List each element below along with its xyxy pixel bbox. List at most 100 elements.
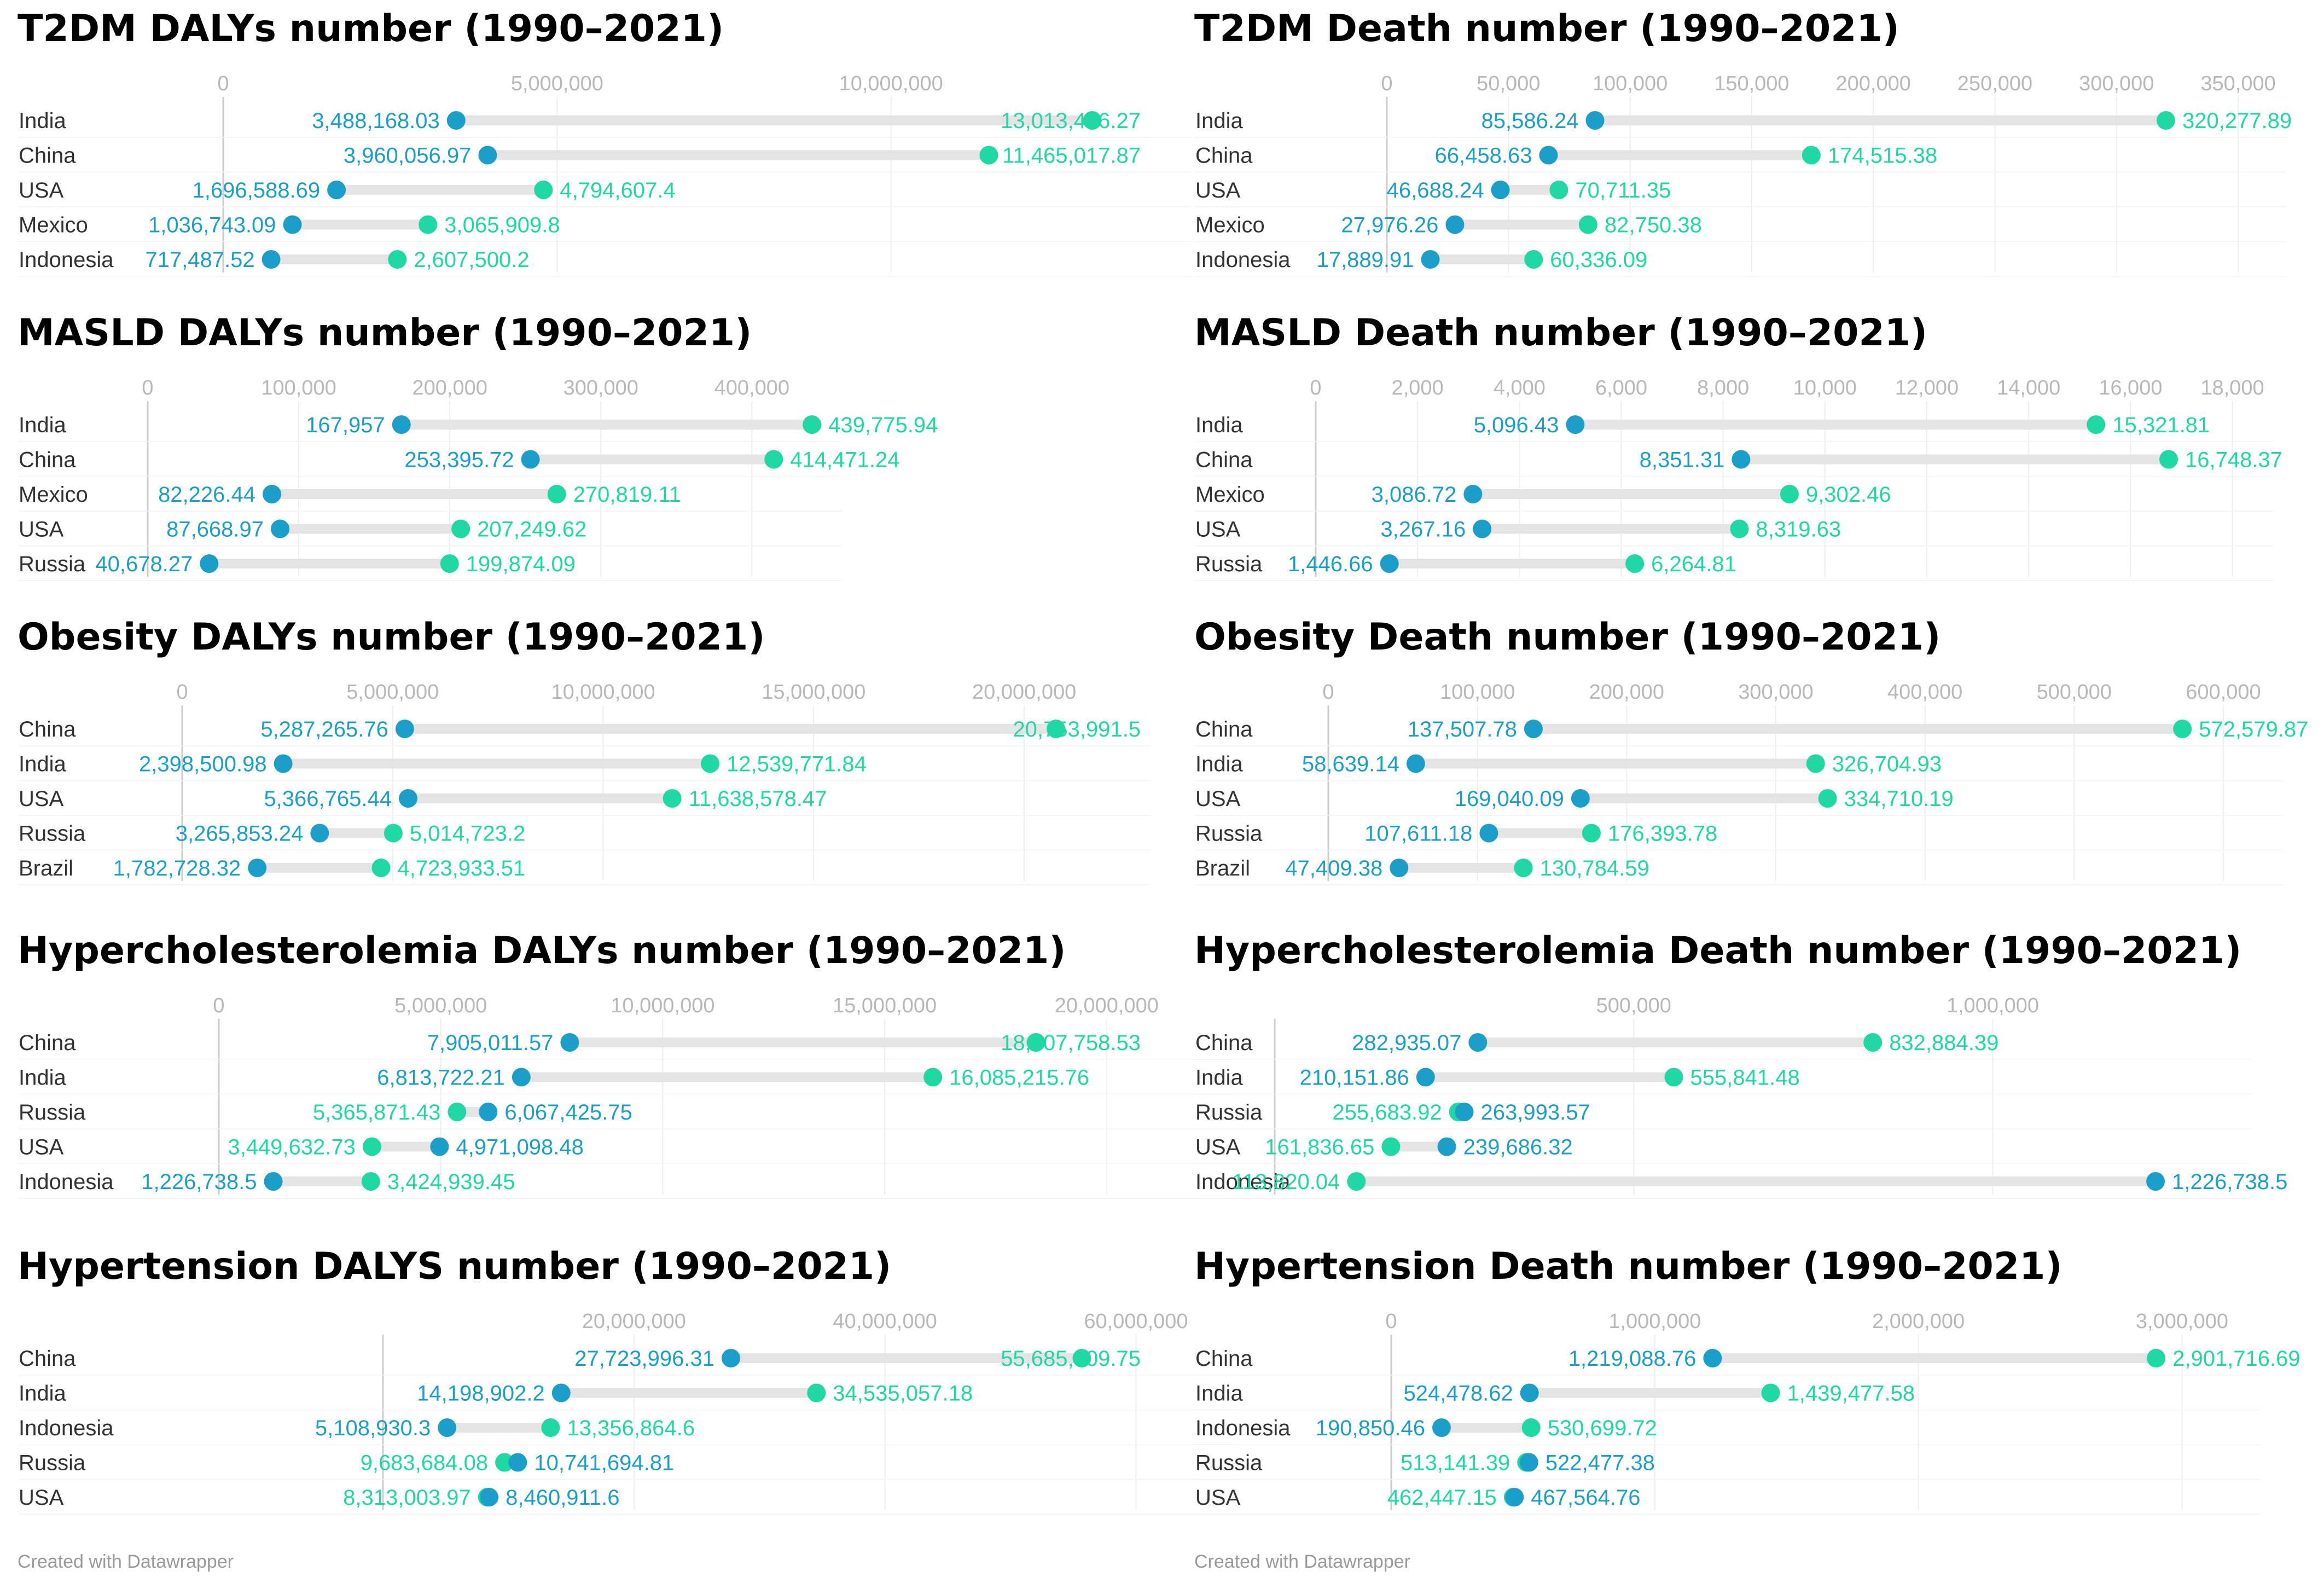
country-label: USA: [1195, 178, 1241, 202]
value-label: 467,564.76: [1531, 1486, 1640, 1510]
country-label: Russia: [1195, 822, 1263, 846]
range-bar: [1575, 420, 2096, 430]
value-label: 5,365,871.43: [313, 1100, 441, 1125]
x-tick-label: 5,000,000: [346, 681, 439, 704]
range-bar: [336, 185, 544, 195]
value-label: 87,668.97: [166, 518, 264, 542]
value-label: 282,935.07: [1352, 1031, 1461, 1055]
value-label: 555,841.48: [1690, 1066, 1800, 1090]
x-tick-label: 200,000: [1836, 72, 1911, 95]
dot-1990: [512, 1068, 531, 1087]
dot-2021: [451, 519, 470, 538]
country-label: China: [19, 144, 76, 168]
range-bar: [1595, 115, 2166, 125]
dot-2021: [1818, 789, 1837, 808]
x-tick-label: 14,000: [1997, 376, 2060, 399]
country-label: India: [1195, 752, 1243, 776]
range-bar: [456, 115, 1093, 125]
range-bar: [404, 724, 1056, 734]
value-label: 5,366,765.44: [264, 787, 392, 811]
x-tick-label: 0: [142, 376, 153, 399]
country-label: India: [1195, 1066, 1243, 1090]
dot-2021: [2087, 415, 2106, 434]
dot-1990: [1390, 859, 1409, 877]
x-tick-label: 60,000,000: [1084, 1310, 1188, 1333]
value-label: 130,784.59: [1540, 856, 1649, 880]
chart-panel: Hypercholesterolemia Death number (1990–…: [1194, 929, 2287, 1199]
country-label: USA: [19, 1486, 64, 1510]
x-tick-label: 300,000: [2079, 72, 2154, 95]
country-label: China: [19, 448, 76, 472]
country-label: Russia: [1195, 1100, 1263, 1125]
x-tick-label: 150,000: [1714, 72, 1789, 95]
range-bar: [1415, 758, 1816, 769]
dot-2021: [764, 450, 783, 469]
value-label: 3,960,056.97: [344, 144, 472, 168]
value-label: 82,750.38: [1605, 213, 1702, 237]
country-label: India: [19, 1066, 66, 1090]
x-tick-label: 400,000: [1887, 681, 1962, 704]
dot-1990: [1566, 415, 1585, 434]
range-bar: [1399, 863, 1524, 873]
chart-title: T2DM Death number (1990–2021): [1194, 7, 1899, 50]
x-tick-label: 250,000: [1957, 72, 2032, 95]
country-label: Russia: [1195, 1451, 1263, 1475]
dot-1990: [1473, 519, 1492, 538]
dot-2021: [1730, 519, 1749, 538]
range-bar: [273, 1176, 371, 1186]
dot-1990: [1505, 1488, 1524, 1506]
dot-1990: [310, 824, 329, 843]
dot-2021: [1806, 754, 1825, 773]
country-label: USA: [1195, 787, 1241, 811]
country-label: China: [1195, 144, 1253, 168]
dot-2021: [1863, 1033, 1883, 1052]
dot-1990: [1703, 1349, 1722, 1367]
country-label: China: [19, 717, 76, 741]
value-label: 5,014,723.2: [410, 822, 525, 846]
dot-1990: [262, 250, 281, 269]
value-label: 9,683,684.08: [361, 1451, 489, 1475]
dot-1990: [1421, 250, 1440, 269]
chart-title: MASLD DALYs number (1990–2021): [18, 311, 752, 355]
dot-1990: [200, 554, 219, 573]
dot-2021: [1514, 859, 1533, 877]
country-label: USA: [19, 518, 64, 542]
x-tick-label: 0: [1381, 72, 1392, 95]
range-bar: [487, 150, 989, 160]
country-label: Russia: [19, 822, 86, 846]
x-tick-label: 4,000: [1494, 376, 1546, 399]
dot-1990: [1380, 554, 1399, 573]
value-label: 1,439,477.58: [1787, 1382, 1915, 1406]
country-label: India: [1195, 413, 1243, 437]
value-label: 6,813,722.21: [377, 1066, 505, 1090]
dot-1990: [283, 215, 302, 234]
chart-title: Obesity Death number (1990–2021): [1194, 616, 1940, 659]
value-label: 6,264.81: [1651, 552, 1736, 576]
x-tick-label: 16,000: [2099, 376, 2162, 399]
chart-panel: Hypertension DALYS number (1990–2021) 20,…: [18, 1245, 1236, 1515]
value-label: 47,409.38: [1285, 856, 1382, 880]
country-label: Indonesia: [19, 1170, 114, 1194]
dot-1990: [1524, 720, 1543, 738]
country-label: Russia: [19, 1100, 86, 1125]
x-tick-label: 500,000: [2037, 681, 2112, 704]
dot-2021: [541, 1418, 560, 1437]
range-bar: [1425, 1072, 1674, 1082]
value-label: 34,535,057.18: [833, 1382, 973, 1406]
value-label: 199,874.09: [466, 552, 576, 576]
range-bar: [530, 454, 774, 465]
dot-2021: [1664, 1068, 1683, 1087]
range-bar: [447, 1423, 551, 1433]
x-tick-label: 200,000: [412, 376, 487, 399]
country-label: India: [19, 1382, 66, 1406]
dot-2021: [663, 789, 682, 808]
dot-1990: [248, 859, 267, 877]
dot-1990: [1416, 1068, 1435, 1087]
value-label: 40,678.27: [95, 552, 193, 576]
range-bar: [1356, 1176, 2156, 1186]
chart-title: Hypercholesterolemia Death number (1990–…: [1194, 929, 2241, 972]
country-label: Mexico: [19, 213, 88, 237]
country-label: China: [19, 1347, 76, 1371]
chart-title: MASLD Death number (1990–2021): [1194, 311, 1927, 355]
dot-2021: [1381, 1137, 1401, 1156]
